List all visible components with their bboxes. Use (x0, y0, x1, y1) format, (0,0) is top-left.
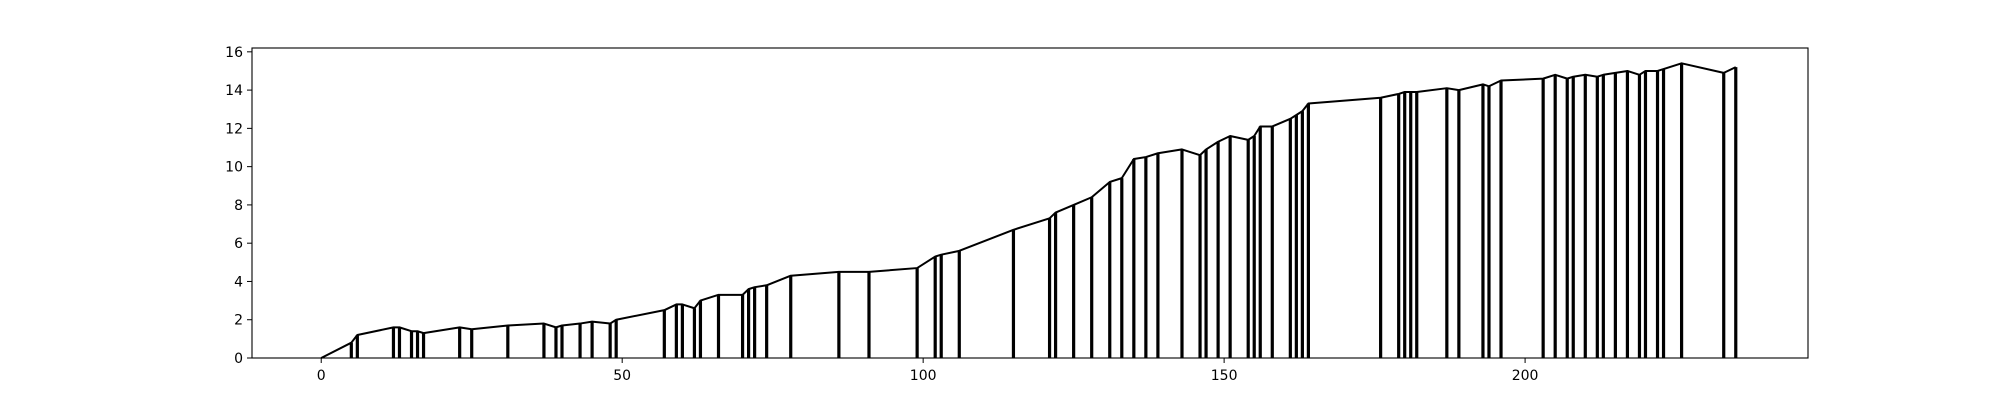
x-tick-label: 50 (613, 368, 631, 384)
x-tick-label: 100 (910, 368, 937, 384)
y-tick-label: 0 (234, 351, 243, 367)
x-tick-label: 200 (1512, 368, 1539, 384)
y-tick-label: 10 (225, 160, 243, 176)
y-tick-label: 14 (225, 83, 243, 99)
y-tick-label: 4 (234, 274, 243, 290)
data-marks (320, 62, 1738, 359)
y-tick-label: 16 (225, 45, 243, 61)
x-tick-label: 0 (317, 368, 326, 384)
y-tick-label: 6 (234, 236, 243, 252)
axis-ticks: 0 50 100 150 200 0 2 4 6 8 10 12 14 16 (225, 45, 1538, 384)
y-tick-label: 2 (234, 313, 243, 329)
series-line-0 (320, 62, 1737, 359)
y-tick-label: 12 (225, 121, 243, 137)
x-tick-label: 150 (1211, 368, 1238, 384)
y-tick-label: 8 (234, 198, 243, 214)
plot-area-frame (251, 47, 1809, 359)
